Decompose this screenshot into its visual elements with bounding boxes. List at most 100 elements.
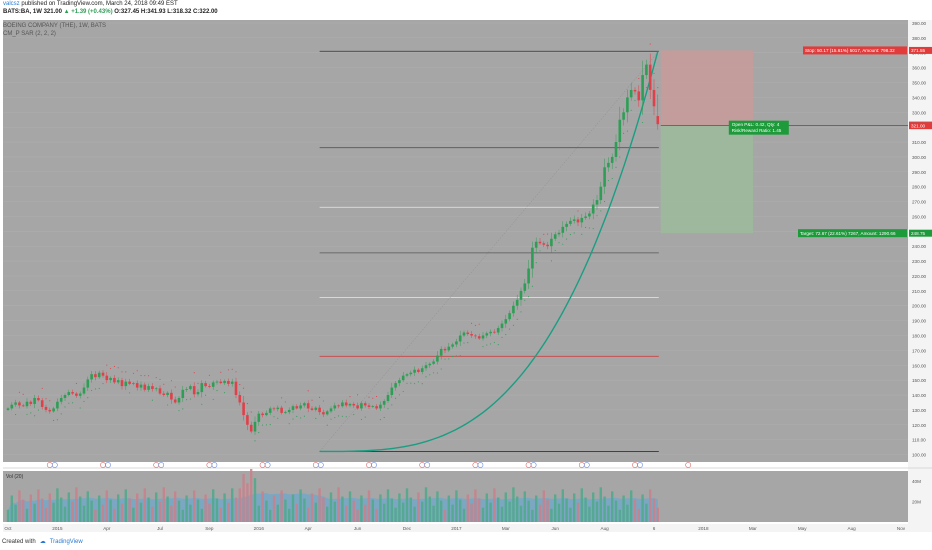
candle-body (360, 403, 363, 409)
sar-dot (284, 401, 286, 403)
author-name[interactable]: valcsz (3, 1, 20, 7)
volume-bar (451, 504, 454, 522)
volume-bar (576, 502, 580, 522)
candle-body (382, 400, 386, 405)
sar-dot (615, 166, 617, 168)
symbol-line: BATS:BA, 1W 321.00 ▲ +1.39 (+0.43%) O:32… (3, 9, 218, 15)
candle-body (451, 344, 454, 347)
price-tick-label: 210.00 (912, 289, 926, 294)
price-tick-label: 240.00 (912, 244, 926, 249)
candle-body (436, 355, 439, 362)
candle-body (629, 89, 633, 98)
dividend-marker (637, 462, 643, 468)
sar-dot (265, 424, 267, 426)
sar-dot (26, 413, 28, 415)
sar-dot (429, 374, 431, 376)
candle-body (219, 381, 223, 384)
sar-study-legend[interactable]: CM_P SAR (2, 2, 2) (3, 31, 56, 37)
volume-bar (637, 508, 640, 522)
price-tick-label: 200.00 (912, 304, 926, 309)
volume-bar (269, 509, 272, 522)
volume-bar (196, 499, 200, 522)
time-tick-label: Oct (4, 526, 12, 531)
volume-bar (447, 495, 450, 522)
dividend-marker (158, 462, 165, 468)
volume-bar (94, 509, 97, 522)
target-zone (660, 125, 753, 234)
sar-dot (524, 299, 526, 301)
time-tick-label: Dec (403, 526, 412, 531)
volume-bar (345, 505, 348, 522)
volume-bar (409, 497, 412, 522)
sar-dot (493, 341, 495, 343)
candle-body (325, 411, 329, 415)
sar-dot (463, 342, 465, 344)
volume-bar (470, 503, 473, 522)
candle-body (242, 402, 245, 416)
volume-bar (314, 502, 317, 522)
candle-body (371, 406, 375, 407)
volume-bar (614, 500, 618, 522)
volume-bar (424, 487, 428, 522)
volume-bar (276, 504, 279, 522)
candle-body (496, 328, 500, 333)
candle-body (519, 290, 523, 300)
candle-body (626, 97, 629, 113)
parabolic-curve (319, 51, 659, 453)
candle-body (158, 388, 162, 394)
volume-bar (128, 498, 131, 522)
volume-bar (299, 489, 302, 522)
candle-body (154, 388, 158, 390)
sar-dot (600, 210, 602, 212)
volume-bar (215, 498, 219, 522)
sar-dot (262, 424, 264, 426)
sar-dot (588, 227, 590, 229)
price-tick-label: 350.00 (912, 81, 926, 86)
sar-dot (56, 419, 58, 421)
sar-dot (148, 375, 150, 377)
candle-body (162, 393, 166, 396)
tradingview-brand[interactable]: TradingView (49, 538, 83, 545)
candle-body (86, 379, 90, 388)
candle-body (291, 406, 295, 410)
sar-dot (170, 380, 172, 382)
sar-dot (102, 383, 104, 385)
candle-body (75, 393, 78, 396)
sar-dot (151, 399, 153, 401)
sar-dot (436, 372, 438, 374)
time-tick-label: Mar (502, 526, 510, 531)
sar-dot (189, 398, 191, 400)
volume-title: Vol (20) (6, 474, 24, 480)
sar-dot (486, 344, 488, 346)
sar-dot (322, 400, 324, 402)
volume-bar (322, 497, 325, 522)
target-label-bg (798, 229, 907, 238)
volume-bar (595, 501, 599, 522)
volume-bar (394, 507, 397, 522)
candle-body (523, 283, 527, 291)
volume-bar (599, 487, 602, 522)
candle-body (268, 408, 272, 413)
volume-bar (56, 488, 59, 522)
sar-dot (98, 387, 100, 389)
volume-bar (101, 504, 105, 522)
volume-bar (139, 502, 143, 522)
candle-body (166, 392, 169, 396)
sar-dot (391, 404, 393, 406)
main-series-legend[interactable]: BOEING COMPANY (THE), 1W, BATS (3, 23, 107, 29)
volume-bar (466, 494, 469, 522)
earnings-marker (153, 462, 160, 468)
time-tick-label: Jul (157, 526, 163, 531)
time-scale (3, 524, 908, 532)
dividend-marker (477, 462, 484, 468)
sar-dot (94, 388, 96, 390)
dividend-marker (583, 462, 590, 468)
candle-body (572, 219, 576, 221)
volume-bar (421, 501, 424, 522)
sar-dot (45, 398, 47, 400)
volume-bar (459, 499, 462, 522)
volume-bar (185, 495, 188, 522)
volume-bar (109, 499, 112, 522)
volume-bar (504, 492, 507, 522)
volume-bar (405, 488, 409, 522)
